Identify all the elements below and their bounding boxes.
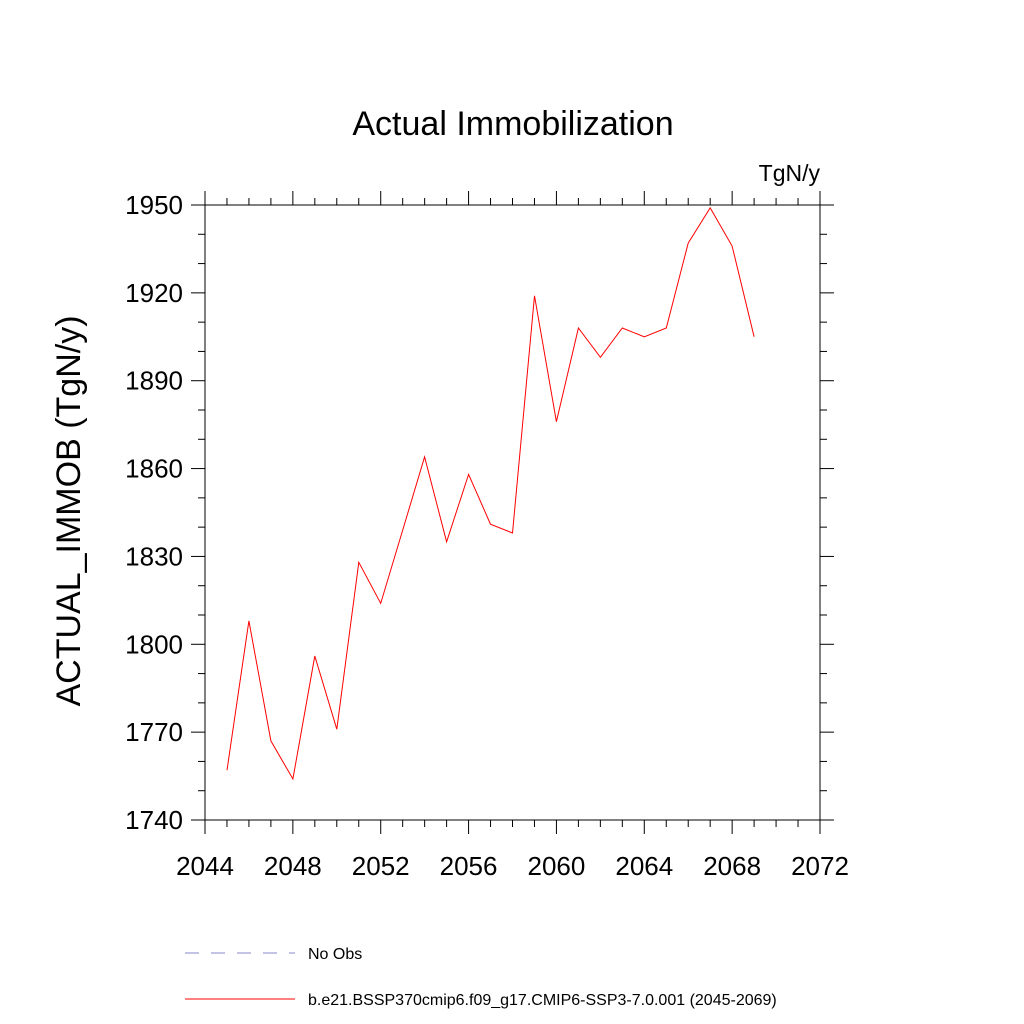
legend-label: b.e21.BSSP370cmip6.f09_g17.CMIP6-SSP3-7.… — [308, 992, 777, 1009]
series-layer — [226, 206, 755, 781]
y-tick-label: 1740 — [125, 805, 183, 835]
x-tick-label: 2044 — [176, 851, 234, 881]
x-tick-label: 2060 — [528, 851, 586, 881]
y-axis-label: ACTUAL_IMMOB (TgN/y) — [50, 315, 88, 706]
x-tick-label: 2052 — [352, 851, 410, 881]
y-tick-label: 1890 — [125, 366, 183, 396]
axis-tick-labels: 2044 2048 2052 2056 2060 2064 2068 2072 1740 1770… — [125, 190, 849, 881]
y-tick-label: 1950 — [125, 190, 183, 220]
x-tick-label: 2056 — [440, 851, 498, 881]
legend-label: No Obs — [308, 946, 362, 963]
y-tick-label: 1920 — [125, 278, 183, 308]
x-tick-label: 2068 — [703, 851, 761, 881]
y-tick-label: 1830 — [125, 541, 183, 571]
x-tick-label: 2064 — [615, 851, 673, 881]
series-line — [226, 206, 755, 781]
y-tick-label: 1770 — [125, 717, 183, 747]
units-label: TgN/y — [759, 160, 821, 186]
plot-frame — [204, 204, 821, 821]
axis-ticks — [191, 191, 834, 834]
legend: No Obs b.e21.BSSP370cmip6.f09_g17.CMIP6-S… — [185, 946, 777, 1009]
x-tick-label: 2048 — [264, 851, 322, 881]
x-tick-label: 2072 — [791, 851, 849, 881]
y-tick-label: 1860 — [125, 454, 183, 484]
y-tick-label: 1800 — [125, 629, 183, 659]
chart-title: Actual Immobilization — [352, 105, 673, 143]
